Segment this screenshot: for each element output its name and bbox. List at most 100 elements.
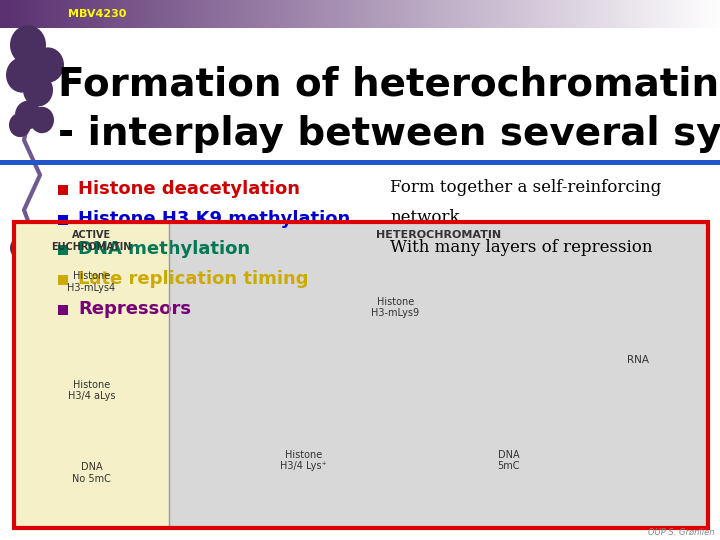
Bar [302, 0, 307, 28]
Bar [526, 0, 530, 28]
Bar [374, 0, 379, 28]
Text: network: network [390, 210, 459, 226]
Bar [464, 0, 469, 28]
Bar [205, 0, 210, 28]
Bar [202, 0, 206, 28]
Bar [637, 0, 642, 28]
Bar [65, 0, 69, 28]
Bar [461, 0, 465, 28]
Text: MBV4230: MBV4230 [68, 9, 127, 19]
Bar [360, 0, 364, 28]
Bar [605, 0, 609, 28]
Bar [148, 0, 152, 28]
Bar [14, 0, 19, 28]
Bar [403, 0, 408, 28]
Bar [79, 0, 84, 28]
Bar [320, 0, 325, 28]
Bar [554, 0, 559, 28]
Bar [590, 0, 595, 28]
Text: Histone
H3/4 Lys⁺: Histone H3/4 Lys⁺ [280, 450, 327, 471]
Bar [493, 0, 498, 28]
Bar [544, 0, 548, 28]
Bar [616, 0, 620, 28]
Bar [371, 0, 375, 28]
Bar [108, 0, 112, 28]
Bar [439, 0, 444, 28]
Bar [29, 0, 33, 28]
Bar [652, 0, 656, 28]
Bar [223, 0, 228, 28]
Bar [90, 0, 94, 28]
Bar [558, 0, 562, 28]
Bar [284, 0, 289, 28]
Bar [130, 0, 134, 28]
Bar [11, 0, 15, 28]
Bar [670, 0, 674, 28]
Bar [378, 0, 382, 28]
Bar [328, 0, 332, 28]
Bar [346, 0, 350, 28]
Bar [72, 0, 76, 28]
Text: HETEROCHROMATIN: HETEROCHROMATIN [376, 230, 501, 240]
Bar [356, 0, 361, 28]
Bar [619, 0, 624, 28]
Bar [256, 0, 260, 28]
Bar [454, 0, 458, 28]
Bar [176, 0, 181, 28]
Bar [648, 0, 652, 28]
Bar [500, 0, 505, 28]
Bar [36, 0, 40, 28]
Bar [677, 0, 681, 28]
Bar [716, 0, 720, 28]
Bar [421, 0, 426, 28]
Text: With many layers of repression: With many layers of repression [390, 240, 652, 256]
Ellipse shape [10, 237, 30, 259]
Bar [187, 0, 192, 28]
Text: RNA: RNA [627, 355, 649, 365]
Bar [353, 0, 357, 28]
Bar [367, 0, 372, 28]
Bar [414, 0, 418, 28]
Bar [317, 0, 321, 28]
Bar [569, 0, 573, 28]
Bar [68, 0, 73, 28]
Ellipse shape [6, 57, 38, 92]
Bar [666, 0, 670, 28]
Bar [479, 0, 483, 28]
Bar [630, 0, 634, 28]
Bar [32, 0, 37, 28]
Bar [515, 0, 519, 28]
Bar [407, 0, 411, 28]
Bar [335, 0, 339, 28]
Bar [112, 0, 116, 28]
Bar [169, 222, 708, 528]
Bar [475, 0, 480, 28]
Bar [446, 0, 451, 28]
Bar [216, 0, 220, 28]
Bar [511, 0, 516, 28]
Bar [58, 245, 68, 255]
Bar [443, 0, 447, 28]
Bar [385, 0, 390, 28]
Text: Late replication timing: Late replication timing [78, 270, 308, 288]
Bar [230, 0, 235, 28]
Bar [270, 0, 274, 28]
Bar [457, 0, 462, 28]
Bar [468, 0, 472, 28]
Bar [277, 0, 282, 28]
Bar [641, 0, 645, 28]
Bar [695, 0, 699, 28]
Bar [706, 0, 710, 28]
Bar [58, 215, 68, 225]
Bar [562, 0, 566, 28]
Bar [662, 0, 667, 28]
Bar [608, 0, 613, 28]
Bar [18, 0, 22, 28]
Bar [572, 0, 577, 28]
Bar [58, 185, 68, 195]
Text: ACTIVE
EUCHROMATIN: ACTIVE EUCHROMATIN [51, 230, 132, 252]
Bar [713, 0, 717, 28]
Bar [698, 0, 703, 28]
Bar [191, 0, 195, 28]
Bar [709, 0, 714, 28]
